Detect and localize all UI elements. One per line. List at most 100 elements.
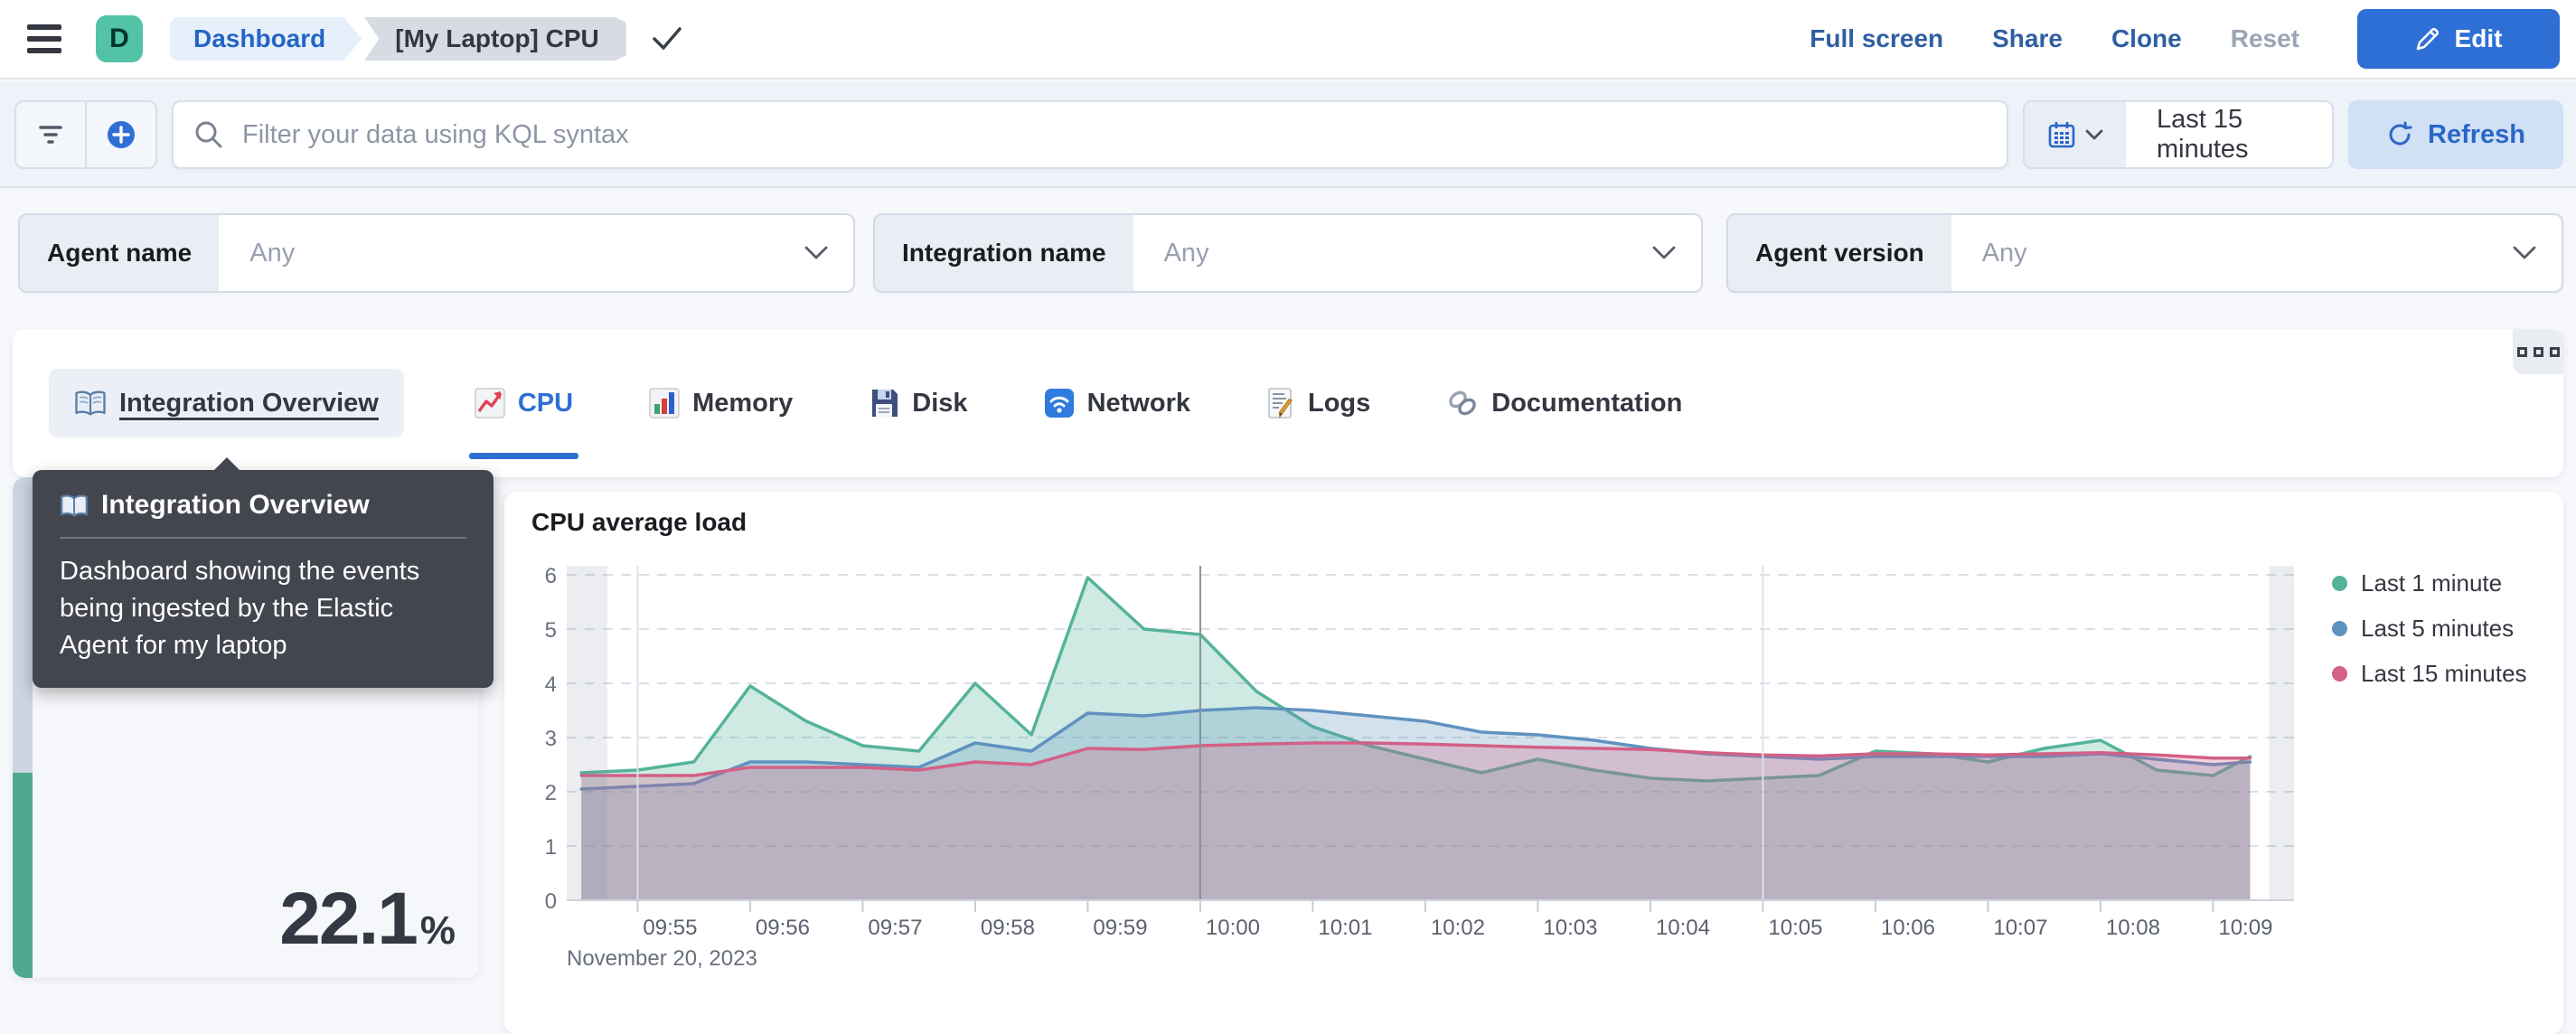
book-icon [75, 390, 106, 416]
tab-network[interactable]: Network [1039, 369, 1196, 437]
legend-dot-icon [2332, 666, 2347, 682]
svg-text:10:02: 10:02 [1431, 916, 1485, 940]
svg-text:10:08: 10:08 [2106, 916, 2160, 940]
svg-text:09:57: 09:57 [868, 916, 922, 940]
refresh-icon [2389, 121, 2412, 146]
chevron-down-icon [2085, 129, 2103, 140]
search-icon [195, 121, 222, 148]
menu-icon[interactable] [27, 24, 61, 53]
wifi-icon [1044, 389, 1074, 418]
memo-icon [1268, 388, 1293, 418]
reset-button: Reset [2230, 24, 2299, 52]
panel-options-icon[interactable] [2513, 329, 2563, 374]
control-label: Agent version [1728, 215, 1951, 291]
cpu-load-chart[interactable]: 09:55 09:56 09:57 09:58 09:59 10:00 10:01 10:02… [522, 542, 2321, 994]
breadcrumb: Dashboard [My Laptop] CPU [170, 17, 682, 61]
filter-icon[interactable] [16, 102, 85, 167]
full-screen-button[interactable]: Full screen [1810, 24, 1944, 52]
clone-button[interactable]: Clone [2111, 24, 2182, 52]
tab-cpu[interactable]: CPU [468, 369, 579, 459]
time-range-picker: Last 15 minutes [2023, 100, 2334, 169]
svg-text:1: 1 [545, 835, 557, 860]
legend-dot-icon [2332, 576, 2347, 591]
legend-label: Last 5 minutes [2361, 615, 2515, 642]
tab-documentation[interactable]: Documentation [1441, 369, 1688, 437]
tooltip-title: Integration Overview [60, 490, 466, 521]
chart-increasing-icon [475, 388, 505, 418]
legend-dot-icon [2332, 621, 2347, 636]
svg-text:10:05: 10:05 [1768, 916, 1822, 940]
metric-progress-fill [13, 772, 33, 978]
control-label: Integration name [875, 215, 1133, 291]
edit-button[interactable]: Edit [2357, 9, 2560, 69]
legend-label: Last 1 minute [2361, 569, 2503, 597]
control-value[interactable]: Any [249, 238, 296, 268]
tooltip-body: Dashboard showing the events being inges… [60, 557, 420, 660]
control-agent-name[interactable]: Agent name Any [18, 213, 855, 293]
control-agent-version[interactable]: Agent version Any [1726, 213, 2563, 293]
breadcrumb-dashboard[interactable]: Dashboard [170, 17, 362, 61]
control-value[interactable]: Any [1163, 238, 1209, 268]
dashboard-tabs: Integration Overview CPU Memory Disk Net… [49, 369, 1688, 459]
legend-item[interactable]: Last 15 minutes [2332, 660, 2527, 688]
control-value[interactable]: Any [1981, 238, 2027, 268]
pencil-icon [2416, 27, 2439, 51]
legend-item[interactable]: Last 1 minute [2332, 569, 2527, 597]
chevron-down-icon[interactable] [1652, 215, 1701, 291]
svg-text:6: 6 [545, 564, 557, 588]
breadcrumb-current: [My Laptop] CPU [364, 17, 626, 61]
top-header: D Dashboard [My Laptop] CPU Full screen … [0, 0, 2576, 80]
add-filter-icon[interactable] [85, 102, 155, 167]
legend-item[interactable]: Last 5 minutes [2332, 615, 2527, 643]
kql-search-input[interactable] [242, 119, 1987, 150]
header-actions: Full screen Share Clone Reset Edit [1810, 9, 2560, 69]
refresh-button[interactable]: Refresh [2348, 100, 2563, 169]
space-avatar[interactable]: D [96, 15, 143, 62]
svg-text:09:56: 09:56 [756, 916, 810, 940]
tab-logs[interactable]: Logs [1261, 369, 1376, 437]
chevron-down-icon[interactable] [2513, 215, 2562, 291]
svg-text:10:04: 10:04 [1656, 916, 1710, 940]
chevron-down-icon[interactable] [804, 215, 853, 291]
svg-text:10:07: 10:07 [1993, 916, 2047, 940]
time-range-value[interactable]: Last 15 minutes [2157, 105, 2249, 164]
svg-text:09:58: 09:58 [981, 916, 1035, 940]
svg-text:0: 0 [545, 889, 557, 914]
control-label: Agent name [20, 215, 220, 291]
tooltip-divider [60, 537, 466, 539]
tab-integration-overview[interactable]: Integration Overview [49, 369, 404, 437]
kql-search-bar [172, 100, 2008, 169]
legend-label: Last 15 minutes [2361, 660, 2527, 687]
svg-text:3: 3 [545, 727, 557, 751]
book-icon [61, 494, 88, 517]
svg-text:09:59: 09:59 [1093, 916, 1147, 940]
svg-text:2: 2 [545, 781, 557, 805]
svg-text:10:09: 10:09 [2218, 916, 2272, 940]
calendar-icon[interactable] [2025, 102, 2126, 167]
link-icon [1449, 390, 1477, 416]
share-button[interactable]: Share [1992, 24, 2063, 52]
svg-text:10:03: 10:03 [1543, 916, 1597, 940]
svg-text:09:55: 09:55 [643, 916, 697, 940]
metric-value: 22.1 % [279, 878, 456, 960]
tab-tooltip: Integration Overview Dashboard showing t… [33, 457, 494, 688]
cpu-average-load-panel[interactable]: CPU average load 09:55 09:56 09:57 09:58 09:… [504, 492, 2563, 1034]
metric-progress-bar [13, 477, 33, 978]
svg-text:5: 5 [545, 618, 557, 643]
query-bar: Last 15 minutes Refresh [0, 81, 2576, 188]
svg-text:10:06: 10:06 [1881, 916, 1935, 940]
chart-legend: Last 1 minute Last 5 minutes Last 15 minut… [2332, 569, 2527, 688]
filter-buttons [14, 100, 157, 169]
tab-memory[interactable]: Memory [644, 369, 798, 437]
tab-disk[interactable]: Disk [863, 369, 973, 437]
bar-chart-icon [649, 388, 680, 418]
svg-text:10:00: 10:00 [1206, 916, 1260, 940]
navigation-panel: Integration Overview CPU Memory Disk Net… [13, 329, 2563, 477]
control-integration-name[interactable]: Integration name Any [873, 213, 1703, 293]
check-icon[interactable] [652, 25, 682, 52]
svg-text:10:01: 10:01 [1318, 916, 1372, 940]
svg-text:4: 4 [545, 672, 557, 697]
floppy-disk-icon [872, 390, 898, 417]
svg-text:November 20, 2023: November 20, 2023 [567, 946, 757, 971]
chart-title: CPU average load [531, 508, 747, 536]
